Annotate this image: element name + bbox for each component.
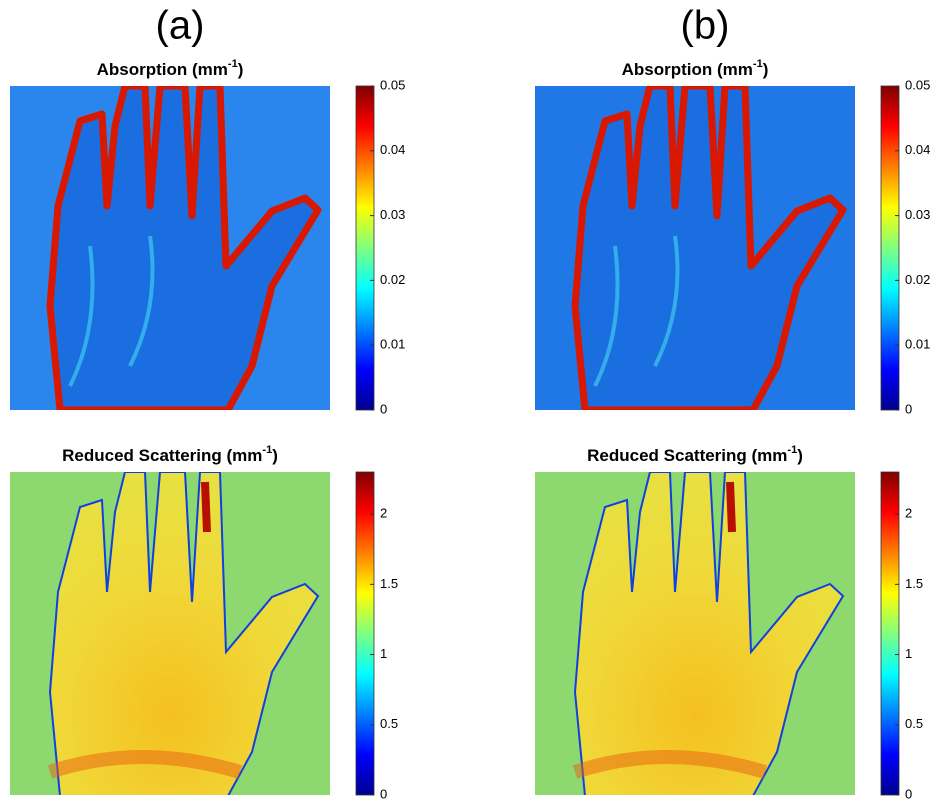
hand-detail	[47, 750, 243, 779]
map-title: Absorption (mm-1)	[97, 58, 244, 80]
map-title: Absorption (mm-1)	[622, 58, 769, 80]
title-close: )	[272, 446, 278, 465]
colorbar-tick-label: 0	[380, 786, 387, 801]
panel-label: (a)	[156, 4, 205, 48]
hand-detail	[68, 235, 155, 387]
colorbar-tick-label: 0.03	[905, 207, 930, 222]
title-text: Absorption (mm	[97, 60, 228, 79]
title-sup: -1	[228, 58, 238, 70]
colorbar-tick-label: 0.04	[380, 142, 405, 157]
finger-detail	[201, 481, 211, 533]
colorbar-tick-label: 0	[905, 401, 912, 416]
colorbar-tick-label: 0.01	[905, 337, 930, 352]
title-close: )	[763, 60, 769, 79]
colorbar-tick-label: 0.5	[905, 716, 923, 731]
hand-detail	[593, 235, 680, 387]
title-sup: -1	[262, 444, 272, 456]
colorbar	[355, 85, 375, 411]
colorbar-tick-label: 2	[905, 506, 912, 521]
title-close: )	[797, 446, 803, 465]
hand	[573, 472, 845, 795]
heatmap-image	[535, 86, 855, 410]
heatmap-image	[10, 472, 330, 795]
colorbar	[880, 85, 900, 411]
colorbar-tick-label: 0.02	[380, 272, 405, 287]
finger-detail	[726, 481, 736, 533]
colorbar-tick-label: 0.02	[905, 272, 930, 287]
title-text: Reduced Scattering (mm	[62, 446, 262, 465]
colorbar	[880, 471, 900, 796]
colorbar-tick-label: 0	[380, 401, 387, 416]
colorbar-tick-label: 0.03	[380, 207, 405, 222]
colorbar-tick-label: 0	[905, 786, 912, 801]
title-text: Reduced Scattering (mm	[587, 446, 787, 465]
heatmap-image	[10, 86, 330, 410]
colorbar-tick-label: 1	[380, 646, 387, 661]
colorbar-tick-label: 1.5	[905, 576, 923, 591]
colorbar	[355, 471, 375, 796]
title-sup: -1	[753, 58, 763, 70]
colorbar-tick-label: 1	[905, 646, 912, 661]
hand	[48, 472, 320, 795]
map-title: Reduced Scattering (mm-1)	[62, 444, 278, 466]
title-sup: -1	[787, 444, 797, 456]
colorbar-tick-label: 0.05	[380, 77, 405, 92]
colorbar-tick-label: 0.05	[905, 77, 930, 92]
hand-detail	[572, 750, 768, 779]
colorbar-tick-label: 0.5	[380, 716, 398, 731]
hand	[571, 86, 847, 410]
colorbar-tick-label: 2	[380, 506, 387, 521]
panel-label: (b)	[681, 4, 730, 48]
heatmap-image	[535, 472, 855, 795]
title-close: )	[238, 60, 244, 79]
colorbar-tick-label: 1.5	[380, 576, 398, 591]
map-title: Reduced Scattering (mm-1)	[587, 444, 803, 466]
colorbar-tick-label: 0.04	[905, 142, 930, 157]
colorbar-tick-label: 0.01	[380, 337, 405, 352]
hand	[46, 86, 322, 410]
title-text: Absorption (mm	[622, 60, 753, 79]
